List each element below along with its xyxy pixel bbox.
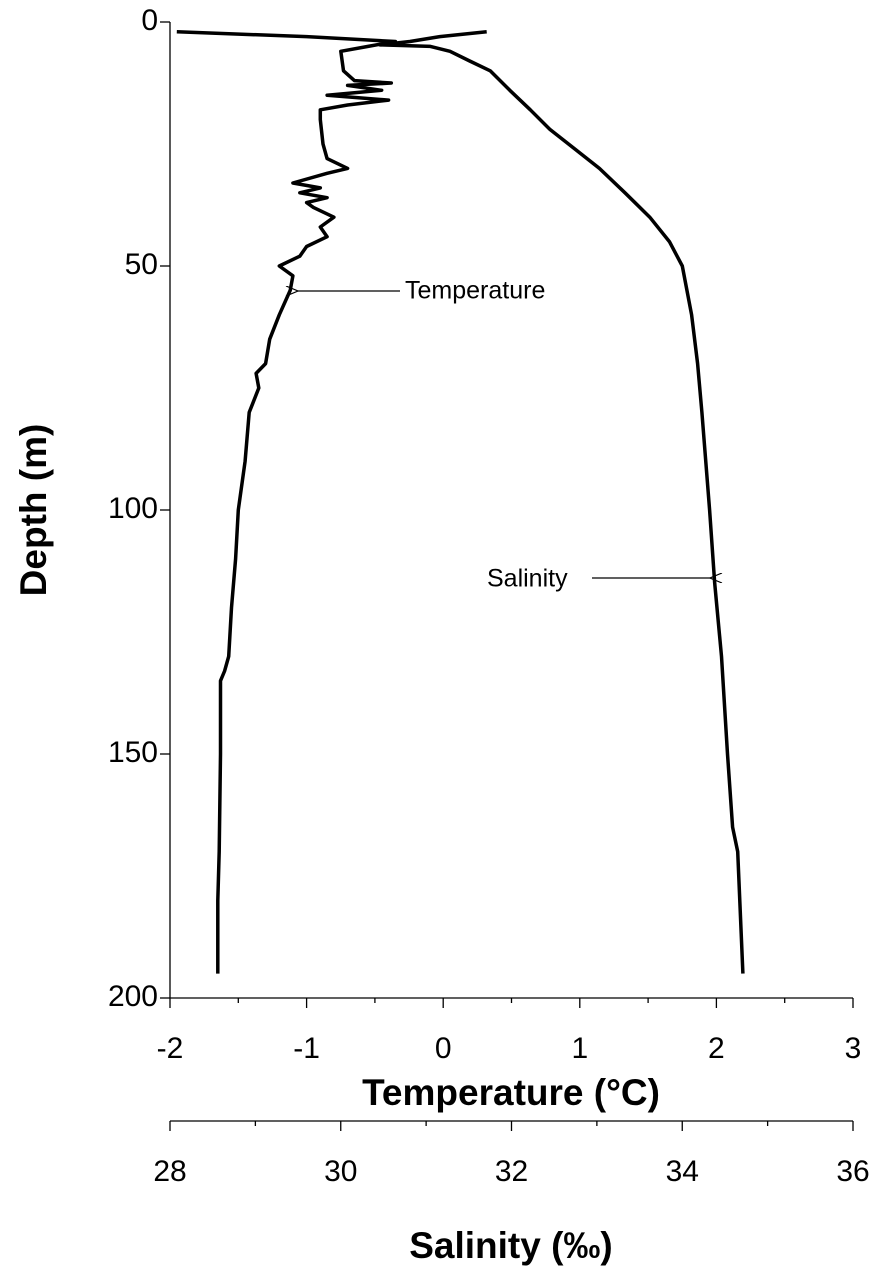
profile-line — [378, 30, 745, 974]
y-tick-label: 50 — [125, 248, 158, 281]
x-tick-label: -1 — [293, 1032, 320, 1065]
x2-tick-label: 28 — [153, 1155, 186, 1188]
x2-axis-title: Salinity (‰) — [409, 1225, 613, 1266]
x2-tick-label: 30 — [324, 1155, 357, 1188]
y-tick-label: 150 — [108, 736, 158, 769]
annotation: Salinity — [487, 565, 568, 593]
y-tick-label: 100 — [108, 492, 158, 525]
annotation: Temperature — [405, 277, 545, 305]
y-axis-title: Depth (m) — [13, 424, 54, 597]
x-tick-label: 3 — [845, 1032, 862, 1065]
y-tick-label: 200 — [108, 980, 158, 1013]
x-tick-label: 0 — [435, 1032, 452, 1065]
profile-line — [176, 30, 398, 974]
x2-tick-label: 36 — [836, 1155, 869, 1188]
x-tick-label: -2 — [157, 1032, 184, 1065]
x-tick-label: 1 — [571, 1032, 588, 1065]
x2-tick-label: 34 — [666, 1155, 699, 1188]
x-axis-title: Temperature (°C) — [362, 1072, 660, 1113]
y-tick-label: 0 — [141, 4, 158, 37]
x-tick-label: 2 — [708, 1032, 725, 1065]
x2-tick-label: 32 — [495, 1155, 528, 1188]
